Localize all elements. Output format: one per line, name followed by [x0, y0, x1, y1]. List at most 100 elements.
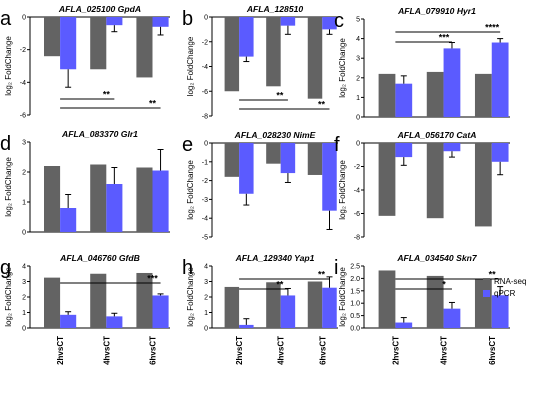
y-tick-label: 0 [204, 326, 208, 333]
significance-label: ** [276, 91, 284, 101]
x-category-label: 4hvsCT [440, 336, 449, 365]
y-axis-label: log₂ FoldChange [4, 36, 13, 96]
x-category-label: 6hvsCT [149, 336, 158, 365]
y-tick-label: -2 [354, 164, 360, 171]
y-tick-label: 5 [356, 17, 360, 24]
bar-rna-seq [224, 286, 240, 328]
y-tick-label: 3 [204, 279, 208, 286]
y-tick-label: 4 [204, 264, 208, 271]
bar-qpcr [491, 42, 509, 117]
panel-title: AFLA_034540 Skn7 [396, 253, 478, 263]
significance-label: ** [318, 270, 326, 280]
bar-qpcr [106, 316, 123, 328]
y-axis-label: log₂ FoldChange [4, 157, 13, 217]
bar-rna-seq [266, 282, 281, 328]
bar-rna-seq [224, 143, 240, 177]
bar-rna-seq [90, 17, 107, 70]
significance-label: **** [485, 23, 500, 33]
bar-rna-seq [378, 270, 396, 328]
bar-qpcr [60, 208, 77, 232]
bar-rna-seq [474, 143, 492, 227]
panel-letter: g [0, 257, 11, 279]
bar-qpcr [395, 83, 413, 117]
bar-qpcr [239, 143, 254, 194]
y-tick-label: -4 [202, 64, 208, 71]
bar-rna-seq [426, 71, 444, 117]
x-category-label: 4hvsCT [277, 336, 286, 365]
y-tick-label: -8 [202, 114, 208, 121]
panel-letter: h [182, 257, 193, 279]
bar-qpcr [443, 308, 461, 328]
bar-qpcr [60, 314, 77, 328]
bar-rna-seq [307, 17, 323, 99]
y-tick-label: 0 [356, 115, 360, 122]
panel-title: AFLA_079910 Hyr1 [397, 6, 476, 16]
y-tick-label: 2 [22, 295, 26, 302]
bar-rna-seq [136, 17, 153, 78]
bar-qpcr [322, 143, 337, 211]
bar-qpcr [280, 295, 296, 328]
panel-e: e AFLA_028230 NimE log₂ FoldChange 0 -1 -2 -3 -… [182, 130, 338, 242]
bar-rna-seq [307, 281, 323, 328]
bar-qpcr [106, 184, 123, 232]
bar-rna-seq [378, 143, 396, 216]
y-axis-label: log₂ FoldChange [186, 267, 195, 327]
significance-label: ** [149, 99, 157, 109]
panel-h: h AFLA_129340 Yap1 log₂ FoldChange 0 1 2 3 4 2hv… [182, 253, 338, 365]
y-tick-label: 0 [22, 230, 26, 237]
y-tick-label: 2 [204, 295, 208, 302]
legend-label: qPCR [494, 289, 516, 298]
y-tick-label: -8 [354, 235, 360, 242]
y-tick-label: -6 [354, 211, 360, 218]
bar-rna-seq [44, 166, 61, 232]
bar-qpcr [152, 170, 169, 232]
panel-title: AFLA_129340 Yap1 [235, 253, 315, 263]
y-tick-label: 0.5 [350, 313, 360, 320]
panel-f: f AFLA_056170 CatA log₂ FoldChange 0 -2 -4 -6 -… [334, 130, 510, 242]
panel-letter: b [182, 8, 193, 30]
bar-rna-seq [136, 167, 153, 232]
y-tick-label: 1 [204, 310, 208, 317]
bar-qpcr [491, 295, 509, 328]
bar-rna-seq [44, 277, 61, 328]
bar-qpcr [322, 287, 337, 328]
y-tick-label: -6 [20, 113, 26, 120]
y-tick-label: 2 [356, 75, 360, 82]
y-tick-label: -2 [20, 47, 26, 54]
panel-letter: c [334, 10, 344, 32]
y-tick-label: -2 [202, 178, 208, 185]
bar-rna-seq [266, 143, 281, 164]
y-tick-label: -4 [202, 216, 208, 223]
panel-title: AFLA_028230 NimE [234, 130, 316, 140]
bar-rna-seq [426, 275, 444, 328]
y-tick-label: 1 [22, 310, 26, 317]
significance-label: ** [318, 100, 326, 110]
y-axis-label: log₂ FoldChange [186, 36, 195, 96]
y-tick-label: 1.5 [350, 288, 360, 295]
legend: RNA-seq qPCR [483, 277, 526, 298]
bar-qpcr [152, 295, 169, 328]
x-category-label: 2hvsCT [391, 336, 400, 365]
bar-rna-seq [474, 278, 492, 328]
x-category-label: 2hvsCT [56, 336, 65, 365]
y-tick-label: 0 [22, 15, 26, 22]
panel-title: AFLA_025100 GpdA [58, 4, 141, 14]
bar-qpcr [152, 17, 169, 27]
x-category-label: 6hvsCT [488, 336, 497, 365]
y-tick-label: 3 [22, 140, 26, 147]
panel-g: g AFLA_046760 GfdB log₂ FoldChange 0 1 2 3 4 2hv… [0, 253, 170, 365]
y-tick-label: -1 [202, 159, 208, 166]
panel-title: AFLA_083370 Glr1 [61, 129, 138, 139]
legend-swatch [483, 290, 490, 297]
x-category-label: 6hvsCT [318, 336, 327, 365]
y-tick-label: 4 [22, 264, 26, 271]
y-tick-label: -4 [20, 80, 26, 87]
y-axis-label: log₂ FoldChange [4, 267, 13, 327]
bar-rna-seq [266, 17, 281, 87]
y-tick-label: 2.0 [350, 276, 360, 283]
y-tick-label: 1 [356, 95, 360, 102]
bar-rna-seq [136, 272, 153, 328]
y-tick-label: 0 [204, 141, 208, 148]
y-tick-label: 2.5 [350, 264, 360, 271]
